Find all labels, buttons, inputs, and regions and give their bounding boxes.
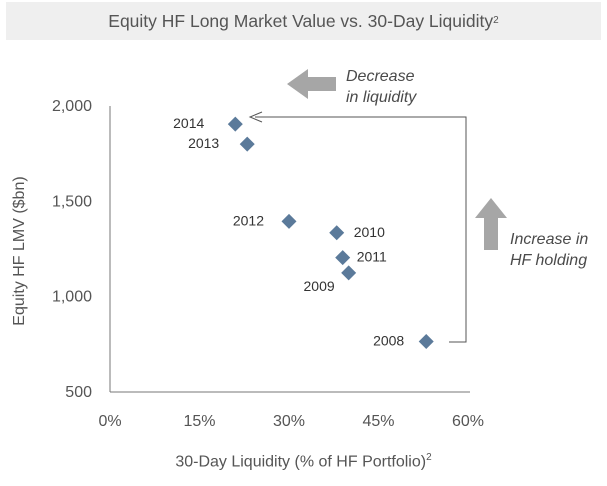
data-point-marker <box>239 136 255 152</box>
decrease-big-arrow <box>287 69 336 99</box>
chart-title: Equity HF Long Market Value vs. 30-Day L… <box>108 10 494 31</box>
data-point-marker <box>335 250 351 266</box>
data-point-label: 2009 <box>304 278 335 294</box>
x-tick-label: 45% <box>362 413 394 430</box>
increase-big-arrow <box>475 198 507 250</box>
decrease-liquidity-annotation: Decrease in liquidity <box>346 66 416 108</box>
annotation-arrows <box>248 69 507 343</box>
axes <box>109 106 470 393</box>
data-point-label: 2014 <box>173 115 204 131</box>
y-tick-label: 500 <box>65 384 92 401</box>
increase-annotation-line1: Increase in <box>510 231 589 248</box>
x-tick-label: 0% <box>98 413 121 430</box>
connector-line <box>255 116 467 343</box>
data-point-label: 2010 <box>354 224 385 240</box>
connector-arrowhead <box>248 111 263 123</box>
increase-annotation-line2: HF holding <box>510 252 588 269</box>
y-tick-label: 2,000 <box>52 98 92 115</box>
y-axis-label: Equity HF LMV ($bn) <box>11 176 28 326</box>
increase-holding-annotation: Increase in HF holding <box>510 229 588 271</box>
data-point-marker <box>227 116 243 132</box>
y-tick-label: 1,000 <box>52 289 92 306</box>
x-tick-label: 30% <box>273 413 305 430</box>
data-point-label: 2008 <box>373 332 404 348</box>
data-point-marker <box>418 333 434 349</box>
decrease-annotation-line2: in liquidity <box>346 89 417 106</box>
data-point-label: 2013 <box>188 135 219 151</box>
decrease-annotation-line1: Decrease <box>346 68 415 85</box>
x-axis-label: 30-Day Liquidity (% of HF Portfolio)2 <box>0 452 607 471</box>
x-tick-label: 60% <box>452 413 484 430</box>
tick-labels: 2,000 1,500 1,000 500 0% 15% 30% 45% 60% <box>52 98 484 430</box>
data-point-label: 2012 <box>233 212 264 228</box>
data-point-marker <box>341 265 357 281</box>
data-points: 2014 2013 2012 2010 2011 2009 2008 <box>173 115 434 349</box>
data-point-label: 2011 <box>357 249 387 265</box>
data-point-marker <box>329 225 345 241</box>
data-point-marker <box>281 213 297 229</box>
y-tick-label: 1,500 <box>52 193 92 210</box>
x-axis-label-text: 30-Day Liquidity (% of HF Portfolio) <box>175 453 427 471</box>
chart-title-bar: Equity HF Long Market Value vs. 30-Day L… <box>6 2 601 40</box>
x-axis-label-superscript: 2 <box>426 452 432 463</box>
x-tick-label: 15% <box>183 413 215 430</box>
